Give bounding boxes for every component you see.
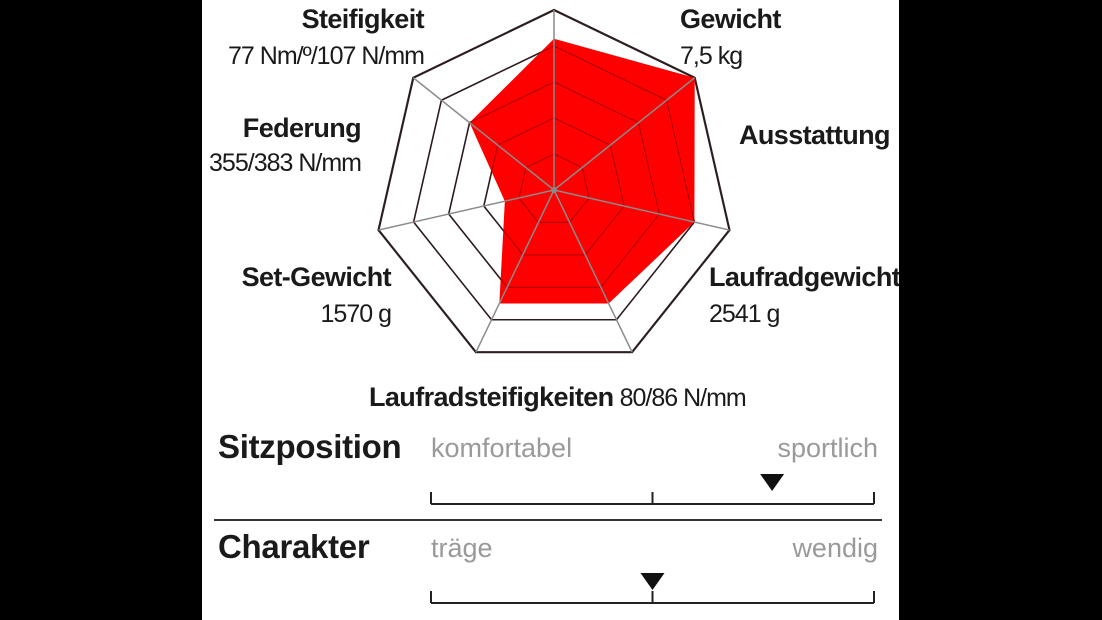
scale-marker: [760, 474, 785, 491]
axis-label-steifigkeit: Steifigkeit: [302, 4, 425, 34]
rating-right-label-sitzposition: sportlich: [777, 433, 878, 463]
axis-label-set-gewicht: Set-Gewicht: [242, 262, 392, 292]
radar-spokes: [378, 10, 730, 353]
spoke-steifigkeit: [412, 77, 555, 191]
axis-label-laufradsteifigkeiten-group: Laufradsteifigkeiten 80/86 N/mm: [369, 382, 746, 412]
axis-value-laufradgewicht: 2541 g: [709, 300, 780, 328]
axis-label-gewicht: Gewicht: [680, 4, 781, 34]
axis-label-federung: Federung: [243, 113, 361, 143]
grid-overlay-3: [448, 81, 660, 288]
rating-right-label-charakter: wendig: [792, 533, 878, 563]
series-area: [469, 38, 695, 304]
rating-left-label-charakter: träge: [431, 533, 493, 563]
spoke-laufradsteifigkeiten: [553, 189, 633, 353]
scale-marker: [640, 573, 665, 590]
radar-chart: Steifigkeit 77 Nm/º/107 N/mm Gewicht 7,5…: [209, 4, 899, 412]
spoke-ausstattung: [553, 77, 696, 191]
axis-value-steifigkeit: 77 Nm/º/107 N/mm: [228, 42, 424, 70]
axis-label-ausstattung: Ausstattung: [739, 120, 890, 150]
axis-label-laufradsteifigkeiten: Laufradsteifigkeiten: [369, 382, 614, 412]
rating-title-sitzposition: Sitzposition: [218, 428, 402, 465]
axis-value-gewicht: 7,5 kg: [680, 42, 742, 70]
spoke-laufradgewicht: [553, 189, 730, 231]
spoke-federung: [378, 189, 555, 231]
spoke-set-gewicht: [475, 189, 555, 353]
grid-overlay-5: [377, 9, 731, 353]
grid-overlay-4: [413, 45, 695, 321]
rating-left-label-sitzposition: komfortabel: [431, 433, 573, 463]
axis-value-laufradsteifigkeiten: 80/86 N/mm: [620, 384, 746, 412]
grid-overlay-2: [483, 117, 625, 256]
axis-value-set-gewicht: 1570 g: [321, 300, 392, 328]
rating-title-charakter: Charakter: [218, 528, 370, 565]
scale-sitzposition: [430, 474, 875, 505]
radar-series: [377, 9, 731, 353]
axis-label-laufradgewicht: Laufradgewicht: [709, 262, 899, 292]
radar-center: [551, 187, 557, 193]
chart-panel: Steifigkeit 77 Nm/º/107 N/mm Gewicht 7,5…: [202, 0, 899, 620]
grid-overlay-1: [518, 153, 590, 223]
axis-value-federung: 355/383 N/mm: [209, 149, 361, 177]
scale-charakter: [430, 573, 875, 604]
